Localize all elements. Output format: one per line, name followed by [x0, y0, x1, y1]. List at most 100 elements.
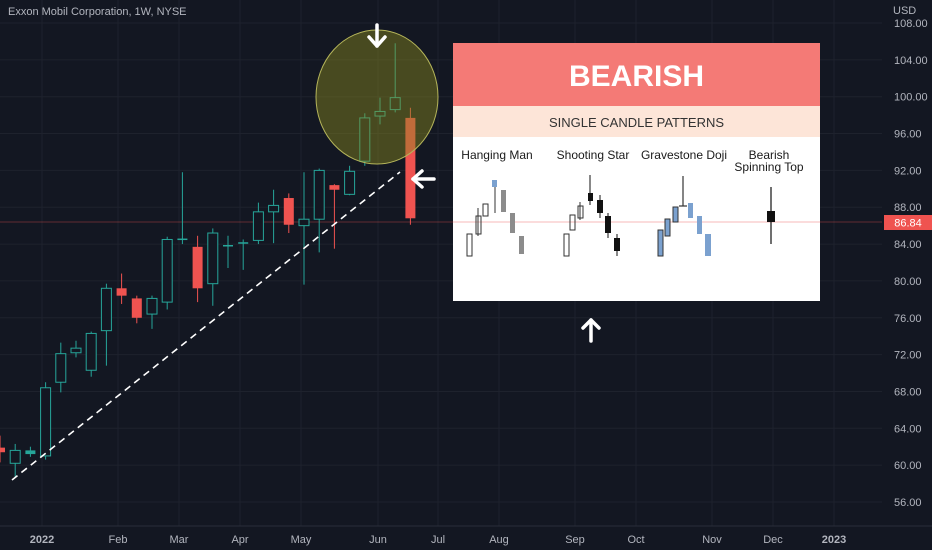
y-axis-background	[882, 0, 932, 550]
y-tick-label: 88.00	[894, 202, 922, 214]
pattern-bearish-spinning-top	[767, 187, 775, 244]
candle-body	[40, 387, 52, 457]
x-tick-label: Oct	[627, 534, 644, 546]
candle-body	[252, 211, 264, 241]
pattern-candle	[563, 233, 570, 257]
pattern-hanging-man	[466, 180, 524, 257]
candle	[116, 273, 127, 304]
y-tick-label: 104.00	[894, 55, 928, 67]
x-tick-label: 2023	[822, 534, 846, 546]
y-tick-label: 76.00	[894, 313, 922, 325]
candle-body	[85, 332, 97, 371]
pattern-candle	[664, 218, 671, 237]
y-tick-label: 60.00	[894, 460, 922, 472]
candle	[25, 446, 36, 457]
chart-title: Exxon Mobil Corporation, 1W, NYSE	[8, 6, 187, 18]
candle	[9, 443, 21, 478]
pattern-candle	[519, 236, 524, 254]
candle	[85, 331, 97, 377]
candle	[283, 193, 294, 234]
candle-body	[55, 353, 67, 383]
candle-body	[268, 204, 280, 213]
candle-body	[313, 169, 325, 220]
y-tick-label: 80.00	[894, 276, 922, 288]
candle	[161, 236, 173, 310]
arrows	[367, 23, 601, 343]
candle-body	[238, 242, 249, 244]
pattern-candle	[767, 211, 775, 222]
candle-body	[405, 117, 416, 219]
x-tick-label: Feb	[109, 534, 128, 546]
pattern-label-line-1: Bearish	[749, 148, 790, 162]
candle-body	[344, 170, 356, 195]
pattern-shooting-star	[563, 175, 620, 257]
pattern-label-bearish-spinning-top: Bearish Spinning Top	[734, 148, 803, 174]
inset-header: BEARISH	[569, 60, 704, 93]
pattern-candle	[688, 203, 693, 218]
pattern-label-line-2: Spinning Top	[734, 160, 803, 174]
y-axis: 108.00 104.00 100.00 96.00 92.00 88.00 84.00 80…	[882, 0, 932, 550]
candle	[405, 107, 416, 225]
candle-body	[177, 238, 188, 241]
pattern-candle	[705, 234, 711, 256]
arrow-left-icon	[411, 169, 436, 189]
inset-subheader: SINGLE CANDLE PATTERNS	[549, 115, 724, 130]
arrow-up-icon	[581, 318, 601, 343]
trendline	[11, 171, 401, 481]
candle	[359, 113, 371, 166]
inset-subheader-bg	[453, 106, 820, 137]
candle	[223, 235, 233, 269]
pattern-label-shooting-star: Shooting Star	[557, 148, 630, 162]
pattern-candle	[510, 213, 515, 233]
x-tick-label: Nov	[702, 534, 722, 546]
last-price-label: 86.84	[894, 218, 922, 230]
candle-body	[223, 245, 233, 247]
pattern-candle	[569, 214, 576, 231]
x-tick-label: Sep	[565, 534, 585, 546]
candle-body	[329, 185, 340, 190]
y-tick-label: 68.00	[894, 386, 922, 398]
pattern-candle	[475, 215, 482, 235]
candle-body	[70, 347, 82, 354]
x-tick-label: May	[291, 534, 312, 546]
candle-body	[389, 97, 401, 111]
currency-label: USD	[893, 5, 916, 17]
candle-body	[0, 447, 5, 453]
pattern-candle	[597, 200, 603, 213]
candle-body	[146, 297, 158, 315]
candle	[389, 43, 401, 113]
pattern-candle	[672, 206, 679, 223]
candle	[0, 435, 5, 463]
y-tick-label: 72.00	[894, 350, 922, 362]
candle-body	[100, 287, 112, 332]
candle-body	[207, 232, 219, 285]
candle	[252, 202, 264, 245]
candle-body	[9, 449, 21, 464]
candle-body	[192, 246, 203, 289]
candle-body	[298, 218, 310, 227]
candle	[344, 165, 356, 196]
price-label-box	[884, 215, 932, 230]
pattern-candle	[588, 193, 593, 201]
inset-header-bg	[453, 43, 820, 106]
pattern-candle	[492, 180, 497, 187]
candles	[0, 43, 416, 478]
arrow-down-icon	[367, 23, 387, 48]
candle	[192, 235, 203, 303]
candle-body	[283, 198, 294, 225]
candle-body	[359, 117, 371, 162]
pattern-candle	[657, 229, 664, 257]
candle-body	[131, 298, 142, 318]
pattern-label-gravestone-doji: Gravestone Doji	[641, 148, 727, 162]
x-tick-label: Jul	[431, 534, 445, 546]
candle	[374, 97, 386, 125]
candle	[238, 239, 249, 270]
pattern-candle	[697, 216, 702, 234]
x-tick-label: Jun	[369, 534, 387, 546]
y-tick-label: 84.00	[894, 239, 922, 251]
y-tick-label: 92.00	[894, 165, 922, 177]
highlight-ellipse	[315, 29, 439, 165]
y-tick-label: 64.00	[894, 423, 922, 435]
candle	[207, 228, 219, 306]
